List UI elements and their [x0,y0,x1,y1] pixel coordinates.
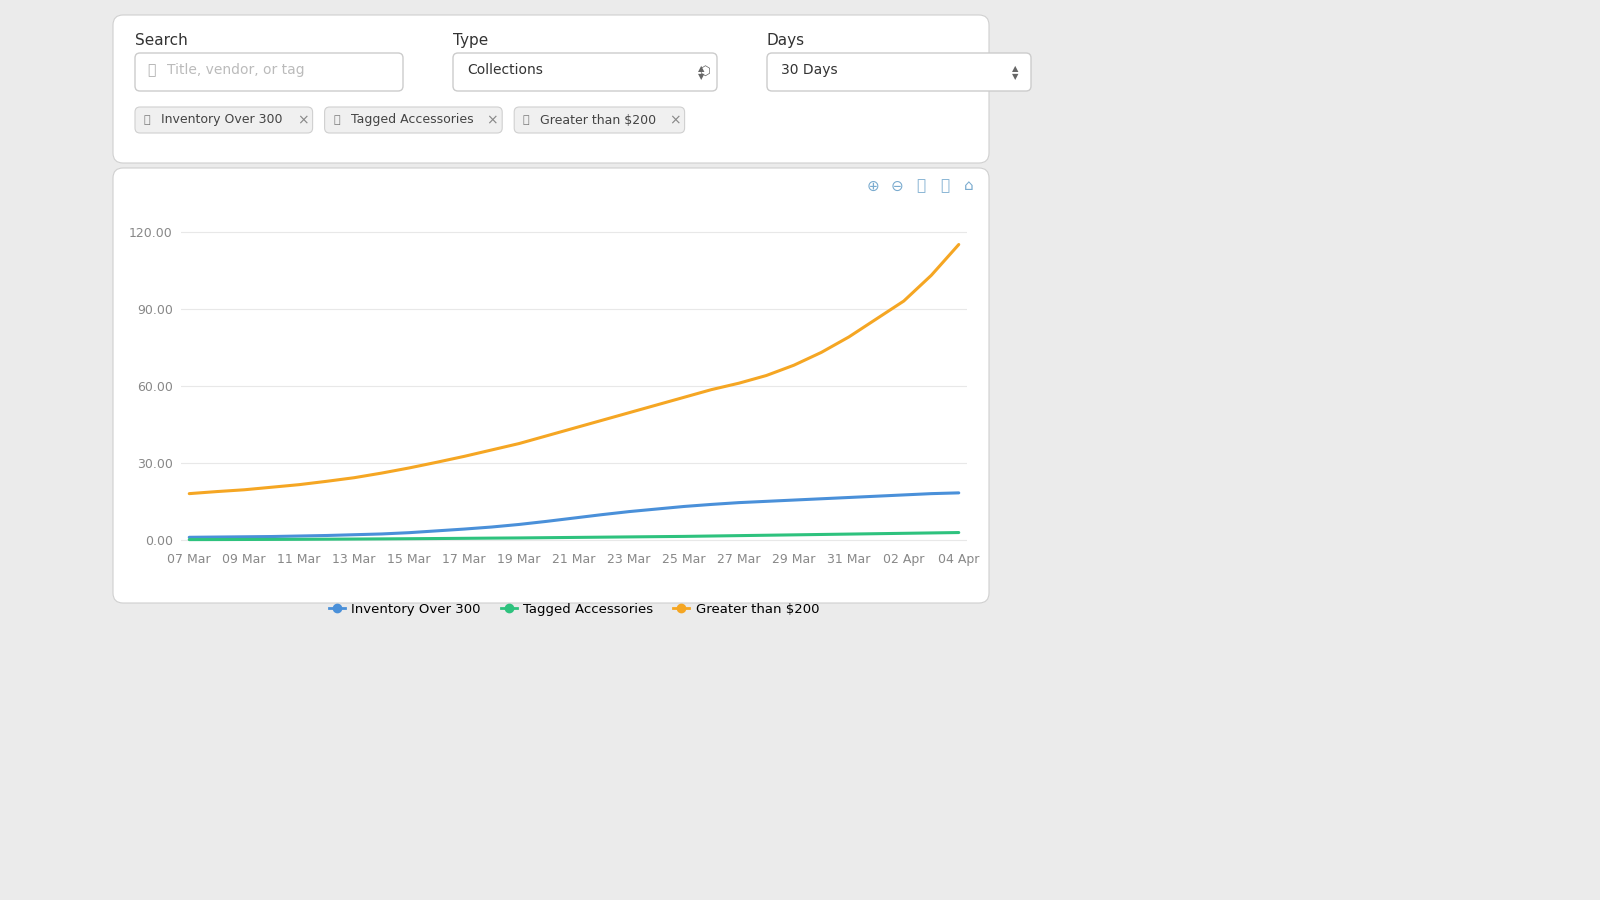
Text: ✋: ✋ [941,178,949,194]
Text: ▲: ▲ [1011,65,1018,74]
Text: ×: × [296,113,309,127]
Text: ▼: ▼ [1011,73,1018,82]
Text: 🏷: 🏷 [144,115,150,125]
Text: ×: × [486,113,498,127]
Text: Greater than $200: Greater than $200 [541,113,656,127]
Text: 30 Days: 30 Days [781,63,838,77]
Text: ⬡: ⬡ [699,65,710,78]
FancyBboxPatch shape [134,107,312,133]
Text: Title, vendor, or tag: Title, vendor, or tag [166,63,304,77]
Text: ▲: ▲ [698,65,704,74]
Text: Type: Type [453,33,488,48]
FancyBboxPatch shape [453,53,717,91]
Text: 🔍: 🔍 [917,178,925,194]
Text: Days: Days [766,33,805,48]
FancyBboxPatch shape [134,53,403,91]
Text: ×: × [669,113,680,127]
FancyBboxPatch shape [766,53,1030,91]
Text: ⌂: ⌂ [965,178,974,194]
Text: 🏷: 🏷 [523,115,530,125]
FancyBboxPatch shape [514,107,685,133]
Legend: Inventory Over 300, Tagged Accessories, Greater than $200: Inventory Over 300, Tagged Accessories, … [323,598,824,621]
Text: Tagged Accessories: Tagged Accessories [350,113,474,127]
Text: 🏷: 🏷 [333,115,339,125]
Text: 🔍: 🔍 [147,63,155,77]
Text: ⊕: ⊕ [867,178,880,194]
Text: Search: Search [134,33,187,48]
Text: ⊖: ⊖ [891,178,904,194]
Text: Collections: Collections [467,63,542,77]
FancyBboxPatch shape [325,107,502,133]
FancyBboxPatch shape [114,168,989,603]
Text: ▼: ▼ [698,73,704,82]
FancyBboxPatch shape [114,15,989,163]
Text: Inventory Over 300: Inventory Over 300 [162,113,283,127]
